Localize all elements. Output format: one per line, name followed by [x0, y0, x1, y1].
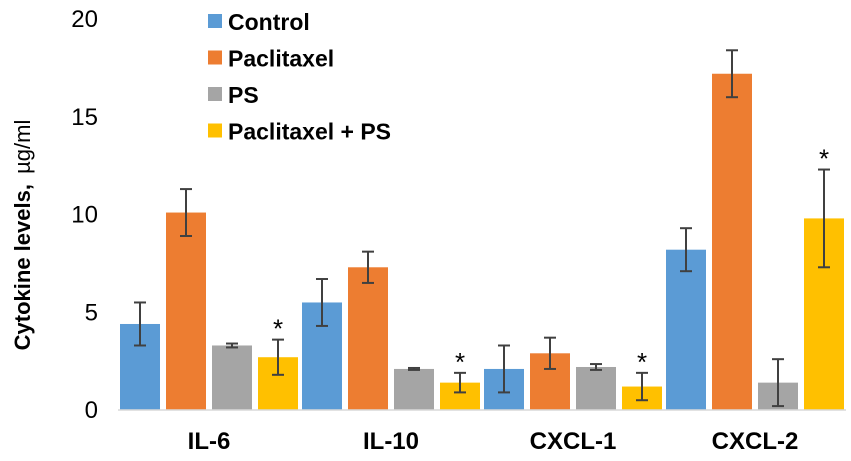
error-bar	[772, 358, 784, 408]
legend-label: Control	[228, 9, 310, 35]
y-axis-label-unit: µg/ml	[10, 120, 35, 174]
y-axis: 0 5 10 15 20	[71, 6, 98, 424]
error-bar	[272, 338, 284, 376]
y-axis-label: Cytokine levels, µg/ml	[10, 120, 35, 351]
error-bar	[362, 250, 374, 284]
legend-label: PS	[228, 82, 259, 108]
x-tick-label: CXCL-2	[712, 428, 799, 455]
legend-label: Paclitaxel + PS	[228, 119, 391, 145]
error-bar	[408, 366, 420, 371]
bar-paclitaxel-cxcl-2	[712, 73, 752, 411]
error-bar	[134, 301, 146, 347]
y-tick-label: 10	[71, 202, 98, 229]
error-bar	[454, 371, 466, 394]
legend-item: Paclitaxel	[208, 46, 334, 72]
bar-ps-il-6	[212, 345, 252, 410]
legend-item: Paclitaxel + PS	[208, 119, 391, 145]
legend-swatch	[208, 87, 222, 101]
legend-swatch	[208, 123, 222, 138]
error-bar	[818, 168, 830, 269]
significance-marker: *	[273, 314, 283, 344]
legend-item: PS	[208, 82, 259, 108]
legend: Control Paclitaxel PS Paclitaxel + PS	[208, 9, 391, 145]
bar-ps-il-10	[394, 368, 434, 410]
error-bar	[316, 278, 328, 327]
x-tick-label: IL-6	[188, 428, 231, 455]
error-bar	[180, 188, 192, 238]
significance-marker: *	[455, 347, 465, 377]
legend-item: Control	[208, 9, 310, 35]
bar-ps-cxcl-1	[576, 366, 616, 410]
legend-swatch	[208, 14, 222, 28]
x-tick-label: CXCL-1	[530, 428, 617, 455]
legend-label: Paclitaxel	[228, 46, 334, 72]
x-tick-label: IL-10	[363, 428, 419, 455]
x-axis: IL-6 IL-10 CXCL-1 CXCL-2	[118, 409, 846, 455]
y-axis-label-text: Cytokine levels,	[10, 184, 35, 350]
error-bar	[726, 49, 738, 99]
error-bar	[590, 363, 602, 371]
significance-marker: *	[819, 144, 829, 174]
error-bar	[544, 336, 556, 370]
legend-swatch	[208, 50, 222, 65]
error-bar	[226, 342, 238, 349]
y-tick-label: 15	[71, 104, 98, 131]
annotations-group: * * * *	[273, 144, 829, 377]
bar-control-cxcl-2	[666, 249, 706, 410]
bar-paclitaxel-il-10	[348, 267, 388, 410]
error-bars-group	[134, 49, 830, 408]
significance-marker: *	[637, 347, 647, 377]
error-bar	[680, 227, 692, 273]
y-tick-label: 5	[85, 299, 98, 326]
error-bar	[636, 371, 648, 402]
bar-paclitaxel-il-6	[166, 212, 206, 410]
error-bar	[498, 344, 510, 394]
y-tick-label: 20	[71, 6, 98, 33]
y-tick-label: 0	[85, 397, 98, 424]
